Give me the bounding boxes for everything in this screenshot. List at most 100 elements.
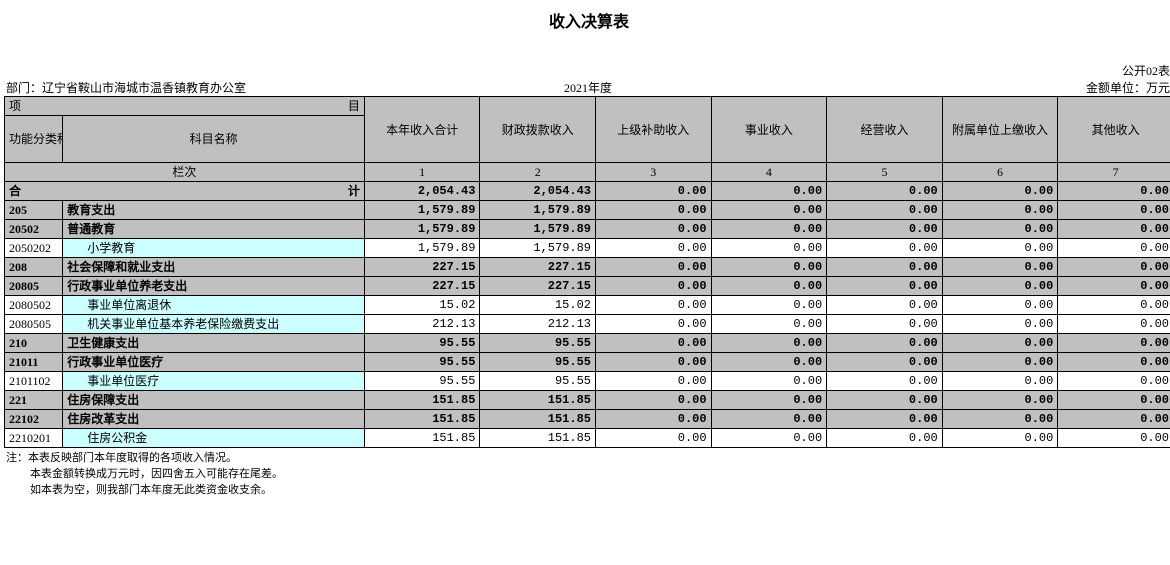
total-v6: 0.00 <box>942 182 1058 201</box>
row-value: 0.00 <box>596 391 712 410</box>
row-value: 0.00 <box>827 410 943 429</box>
row-name: 教育支出 <box>63 201 365 220</box>
row-name: 住房公积金 <box>63 429 365 448</box>
row-value: 0.00 <box>711 391 827 410</box>
table-row: 2080505机关事业单位基本养老保险缴费支出212.13212.130.000… <box>5 315 1170 334</box>
row-code: 208 <box>5 258 63 277</box>
note-line: 注：本表反映部门本年度取得的各项收入情况。 <box>6 450 1170 466</box>
row-name: 事业单位离退休 <box>63 296 365 315</box>
row-name: 行政事业单位医疗 <box>63 353 365 372</box>
row-value: 0.00 <box>596 334 712 353</box>
row-code: 22102 <box>5 410 63 429</box>
row-value: 0.00 <box>1058 315 1170 334</box>
row-value: 0.00 <box>942 391 1058 410</box>
row-value: 0.00 <box>596 277 712 296</box>
colnum-7: 7 <box>1058 163 1170 182</box>
row-name: 社会保障和就业支出 <box>63 258 365 277</box>
table-row: 20805行政事业单位养老支出227.15227.150.000.000.000… <box>5 277 1170 296</box>
row-value: 151.85 <box>364 391 480 410</box>
total-v5: 0.00 <box>827 182 943 201</box>
income-table: 项目 本年收入合计 财政拨款收入 上级补助收入 事业收入 经营收入 附属单位上缴… <box>4 96 1170 448</box>
row-value: 15.02 <box>480 296 596 315</box>
row-value: 0.00 <box>942 372 1058 391</box>
row-value: 0.00 <box>711 201 827 220</box>
total-label-left: 合 <box>9 184 21 198</box>
meta-row-1: 公开02表 <box>4 62 1170 79</box>
amount-unit: 金额单位：万元 <box>782 79 1170 96</box>
row-value: 0.00 <box>711 296 827 315</box>
colnum-2: 2 <box>480 163 596 182</box>
row-value: 0.00 <box>1058 296 1170 315</box>
row-value: 0.00 <box>1058 334 1170 353</box>
row-value: 1,579.89 <box>480 220 596 239</box>
row-value: 0.00 <box>942 220 1058 239</box>
header-col-2: 财政拨款收入 <box>480 97 596 163</box>
row-value: 0.00 <box>1058 391 1170 410</box>
row-value: 0.00 <box>711 315 827 334</box>
row-value: 0.00 <box>827 391 943 410</box>
colnum-6: 6 <box>942 163 1058 182</box>
header-col-7: 其他收入 <box>1058 97 1170 163</box>
total-v1: 2,054.43 <box>364 182 480 201</box>
row-value: 227.15 <box>364 277 480 296</box>
row-value: 0.00 <box>596 220 712 239</box>
row-code: 2080505 <box>5 315 63 334</box>
row-value: 0.00 <box>596 353 712 372</box>
row-code: 21011 <box>5 353 63 372</box>
table-row: 2210201住房公积金151.85151.850.000.000.000.00… <box>5 429 1170 448</box>
row-value: 0.00 <box>1058 258 1170 277</box>
meta-row-2: 部门：辽宁省鞍山市海城市温香镇教育办公室 2021年度 金额单位：万元 <box>4 79 1170 96</box>
page-title: 收入决算表 <box>4 4 1170 62</box>
row-name: 事业单位医疗 <box>63 372 365 391</box>
row-code: 2050202 <box>5 239 63 258</box>
total-label-right: 计 <box>348 183 360 199</box>
row-value: 0.00 <box>596 296 712 315</box>
table-body: 合计 2,054.43 2,054.43 0.00 0.00 0.00 0.00… <box>5 182 1170 448</box>
total-v4: 0.00 <box>711 182 827 201</box>
row-value: 15.02 <box>364 296 480 315</box>
table-row: 210卫生健康支出95.5595.550.000.000.000.000.00 <box>5 334 1170 353</box>
table-header: 项目 本年收入合计 财政拨款收入 上级补助收入 事业收入 经营收入 附属单位上缴… <box>5 97 1170 182</box>
table-row: 20502普通教育1,579.891,579.890.000.000.000.0… <box>5 220 1170 239</box>
header-col-3: 上级补助收入 <box>596 97 712 163</box>
row-name: 住房保障支出 <box>63 391 365 410</box>
header-col-4: 事业收入 <box>711 97 827 163</box>
row-value: 0.00 <box>1058 353 1170 372</box>
row-value: 151.85 <box>364 410 480 429</box>
row-value: 151.85 <box>480 410 596 429</box>
row-code: 2101102 <box>5 372 63 391</box>
row-value: 0.00 <box>711 429 827 448</box>
row-value: 227.15 <box>364 258 480 277</box>
row-value: 0.00 <box>596 239 712 258</box>
row-value: 0.00 <box>827 239 943 258</box>
table-row: 2050202小学教育1,579.891,579.890.000.000.000… <box>5 239 1170 258</box>
form-number: 公开02表 <box>782 62 1170 79</box>
row-value: 1,579.89 <box>480 201 596 220</box>
header-code: 功能分类科目编码 <box>5 116 63 163</box>
colnum-4: 4 <box>711 163 827 182</box>
table-row: 21011行政事业单位医疗95.5595.550.000.000.000.000… <box>5 353 1170 372</box>
row-value: 0.00 <box>942 258 1058 277</box>
note-line: 如本表为空，则我部门本年度无此类资金收支余。 <box>6 482 1170 498</box>
row-value: 0.00 <box>711 410 827 429</box>
row-value: 1,579.89 <box>480 239 596 258</box>
row-value: 0.00 <box>942 201 1058 220</box>
note-line: 本表金额转换成万元时，因四舍五入可能存在尾差。 <box>6 466 1170 482</box>
department-name: 辽宁省鞍山市海城市温香镇教育办公室 <box>42 81 246 95</box>
row-name: 普通教育 <box>63 220 365 239</box>
row-code: 2080502 <box>5 296 63 315</box>
row-value: 151.85 <box>364 429 480 448</box>
row-value: 0.00 <box>827 315 943 334</box>
row-value: 95.55 <box>480 372 596 391</box>
header-name: 科目名称 <box>63 116 365 163</box>
fiscal-year: 2021年度 <box>394 79 782 96</box>
row-value: 0.00 <box>1058 277 1170 296</box>
row-value: 0.00 <box>596 315 712 334</box>
row-value: 0.00 <box>596 258 712 277</box>
row-value: 0.00 <box>711 277 827 296</box>
row-value: 0.00 <box>1058 372 1170 391</box>
header-col-5: 经营收入 <box>827 97 943 163</box>
row-code: 20502 <box>5 220 63 239</box>
row-value: 0.00 <box>711 334 827 353</box>
row-code: 20805 <box>5 277 63 296</box>
